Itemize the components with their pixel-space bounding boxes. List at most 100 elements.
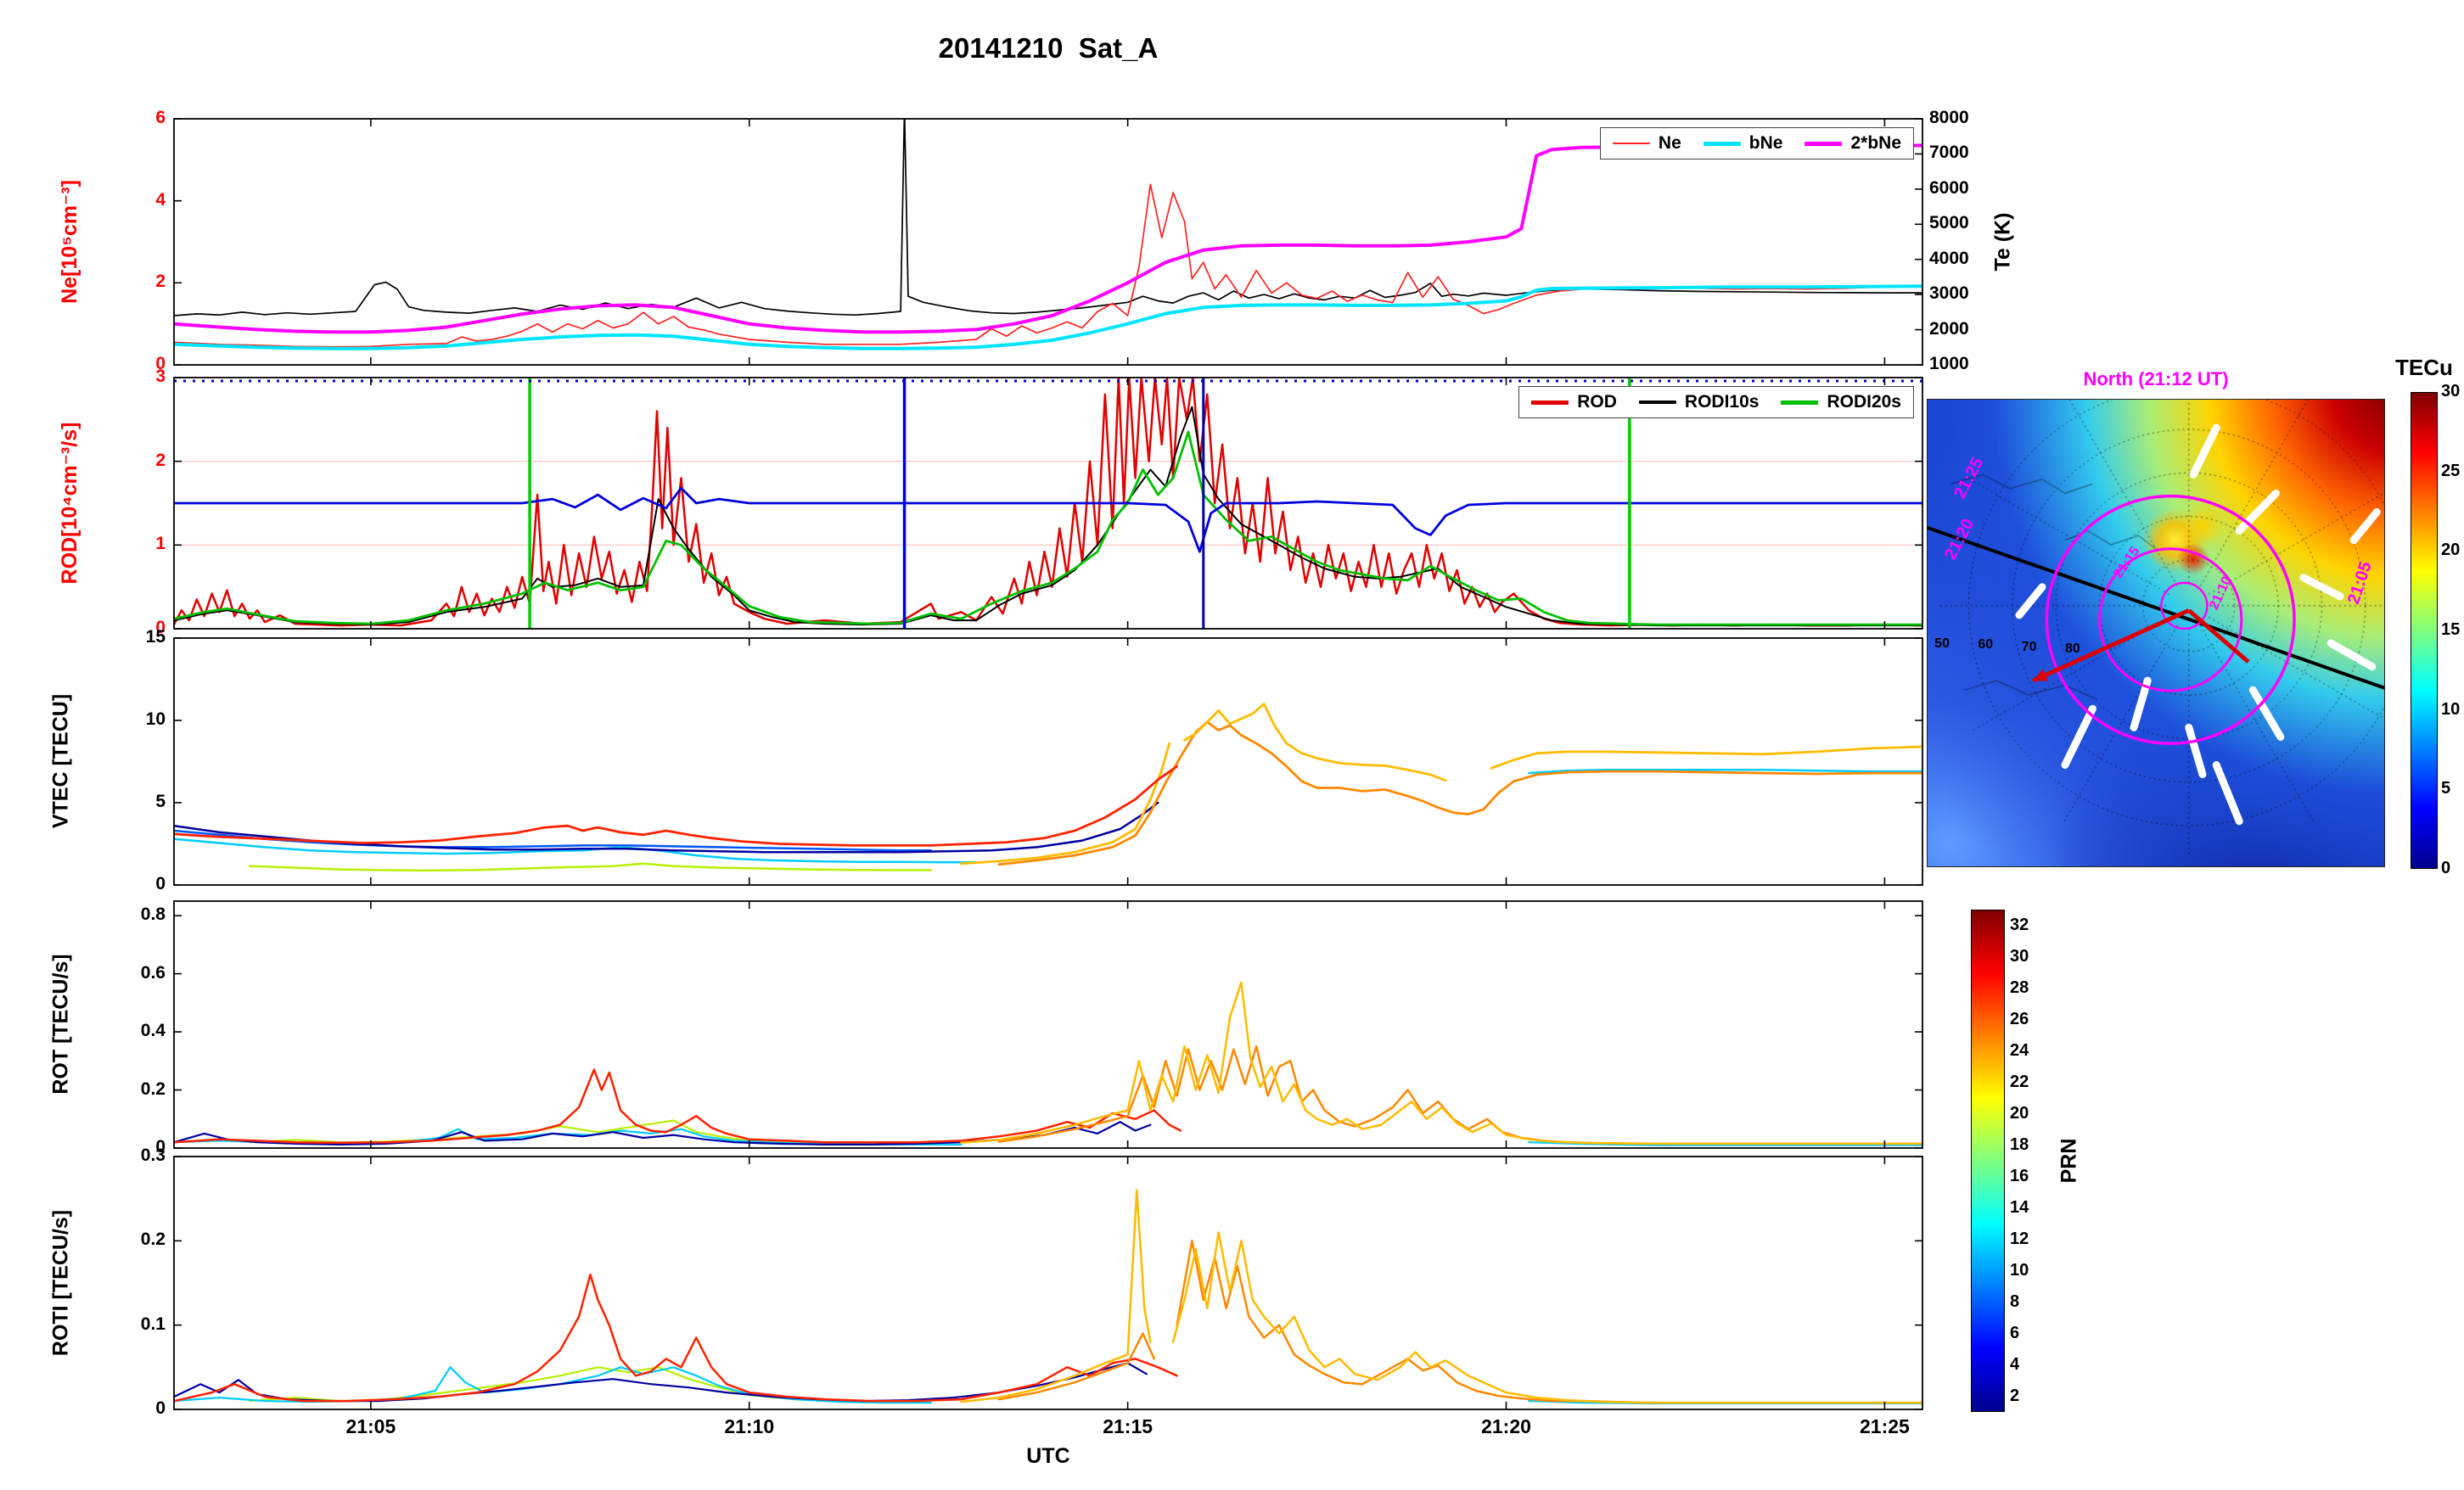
legend-item: RODI20s bbox=[1781, 392, 1901, 412]
prn-cb-tick: 16 bbox=[2010, 1166, 2029, 1185]
xtick-label: 21:15 bbox=[1103, 1415, 1153, 1437]
legend-label: bNe bbox=[1748, 133, 1783, 153]
series-group bbox=[174, 1189, 1922, 1405]
series-group bbox=[174, 703, 1922, 872]
xtick-label: 21:10 bbox=[724, 1415, 775, 1437]
panel-rod bbox=[173, 377, 1923, 630]
legend-swatch bbox=[1638, 401, 1676, 404]
ylabel-rot: ROT [TECU/s] bbox=[48, 954, 73, 1095]
legend-swatch bbox=[1531, 400, 1569, 405]
ytick-rot: 0.8 bbox=[140, 905, 166, 925]
tec-cb-tick: 0 bbox=[2441, 859, 2451, 877]
tec-cb-tick: 20 bbox=[2441, 541, 2461, 560]
tec-cb-tick: 30 bbox=[2441, 382, 2461, 401]
series-PRN29 bbox=[174, 765, 1178, 847]
y2tick-ne: 7000 bbox=[1929, 143, 1969, 163]
legend-item: ROD bbox=[1531, 392, 1617, 412]
ytick-roti: 0.1 bbox=[140, 1314, 166, 1334]
y2tick-ne: 2000 bbox=[1929, 318, 1969, 339]
map-title: North (21:12 UT) bbox=[2083, 368, 2229, 389]
y2tick-ne: 5000 bbox=[1929, 213, 1969, 233]
prn-colorbar bbox=[1971, 910, 2005, 1412]
prn-colorbar-label: PRN bbox=[2057, 1138, 2081, 1184]
legend-ne: Ne bNe 2*bNe bbox=[1599, 127, 1914, 160]
ytick-vtec: 15 bbox=[145, 627, 166, 647]
legend-swatch bbox=[1781, 400, 1819, 405]
prn-cb-tick: 12 bbox=[2010, 1229, 2029, 1248]
series-group bbox=[174, 119, 1922, 350]
xtick-label: 21:20 bbox=[1481, 1415, 1531, 1437]
tec-colorbar-title: TECu bbox=[2395, 355, 2453, 380]
arrow-head bbox=[2033, 669, 2049, 681]
ytick-roti: 0 bbox=[155, 1398, 166, 1418]
ytick-ne: 4 bbox=[155, 189, 166, 210]
ytick-rod: 2 bbox=[155, 450, 166, 470]
series-PRN18 bbox=[248, 862, 933, 872]
tec-colorbar bbox=[2411, 392, 2438, 869]
series-PRN29 bbox=[174, 1273, 1178, 1403]
y2tick-ne: 6000 bbox=[1929, 177, 1969, 198]
series-RODI20s bbox=[174, 430, 1922, 626]
prn-cb-tick: 8 bbox=[2010, 1291, 2020, 1311]
legend-label: ROD bbox=[1577, 392, 1617, 412]
legend-rod: ROD RODI10s RODI20s bbox=[1518, 386, 1914, 418]
panel-ne bbox=[173, 118, 1923, 366]
ylabel-ne: Ne[10⁵cm⁻³] bbox=[58, 180, 81, 304]
map-label: 50 bbox=[1934, 636, 1950, 651]
satellite-track-line bbox=[1928, 525, 2384, 690]
ytick-ne: 6 bbox=[155, 108, 166, 127]
range-circle bbox=[2045, 494, 2296, 745]
map-label: 70 bbox=[2021, 639, 2037, 654]
prn-cb-tick: 6 bbox=[2010, 1323, 2020, 1342]
prn-cb-tick: 4 bbox=[2010, 1354, 2020, 1374]
satellite-track-white bbox=[2061, 704, 2096, 770]
prn-cb-tick: 26 bbox=[2010, 1009, 2029, 1028]
legend-swatch bbox=[1805, 141, 1843, 146]
satellite-track-white bbox=[2015, 583, 2046, 619]
prn-cb-tick: 30 bbox=[2010, 946, 2029, 966]
ytick-vtec: 0 bbox=[155, 874, 166, 893]
satellite-track-white bbox=[2189, 423, 2220, 479]
series-PRN29 bbox=[174, 1068, 1182, 1145]
tec-cb-tick: 15 bbox=[2441, 620, 2461, 639]
satellite-track-white bbox=[2235, 489, 2280, 535]
prn-cb-tick: 2 bbox=[2010, 1386, 2020, 1405]
series-PRN21 bbox=[960, 981, 1922, 1146]
panel-vtec bbox=[173, 637, 1923, 886]
legend-swatch bbox=[1612, 143, 1650, 144]
legend-swatch bbox=[1703, 141, 1741, 146]
panel-roti bbox=[173, 1156, 1923, 1410]
xlabel-utc: UTC bbox=[1026, 1444, 1070, 1468]
ylabel-roti: ROTI [TECU/s] bbox=[48, 1209, 73, 1357]
tec-cb-tick: 5 bbox=[2441, 779, 2451, 798]
ylabel-rod: ROD[10⁴cm⁻³/s] bbox=[58, 422, 81, 585]
legend-label: RODI20s bbox=[1827, 392, 1901, 412]
prn-cb-tick: 10 bbox=[2010, 1260, 2029, 1280]
prn-cb-tick: 18 bbox=[2010, 1134, 2029, 1154]
satellite-track-white bbox=[2326, 639, 2377, 671]
ytick-roti: 0.2 bbox=[140, 1230, 166, 1250]
legend-label: 2*bNe bbox=[1850, 133, 1901, 153]
range-circle bbox=[2160, 581, 2209, 630]
ytick-rot: 0 bbox=[155, 1137, 166, 1157]
tec-map-overlay bbox=[1928, 423, 2384, 826]
y2tick-ne: 1000 bbox=[1929, 354, 1969, 373]
y2tick-ne: 3000 bbox=[1929, 283, 1969, 304]
satellite-track-white bbox=[2130, 676, 2152, 731]
ytick-rod: 1 bbox=[155, 534, 166, 554]
tec-cb-tick: 25 bbox=[2441, 461, 2461, 480]
ytick-vtec: 10 bbox=[145, 709, 166, 729]
prn-cb-tick: 20 bbox=[2010, 1103, 2029, 1123]
series-PRN06 bbox=[174, 829, 933, 852]
panel-rot bbox=[173, 900, 1923, 1149]
series-Ne bbox=[174, 183, 1922, 348]
legend-label: Ne bbox=[1658, 133, 1681, 153]
satellite-track-white bbox=[2185, 723, 2207, 779]
legend-label: RODI10s bbox=[1684, 392, 1760, 412]
series-PRN24 bbox=[997, 720, 1922, 866]
xtick-label: 21:25 bbox=[1859, 1415, 1910, 1437]
ytick-ne: 2 bbox=[155, 272, 166, 292]
ytick-rot: 0.6 bbox=[140, 962, 166, 983]
